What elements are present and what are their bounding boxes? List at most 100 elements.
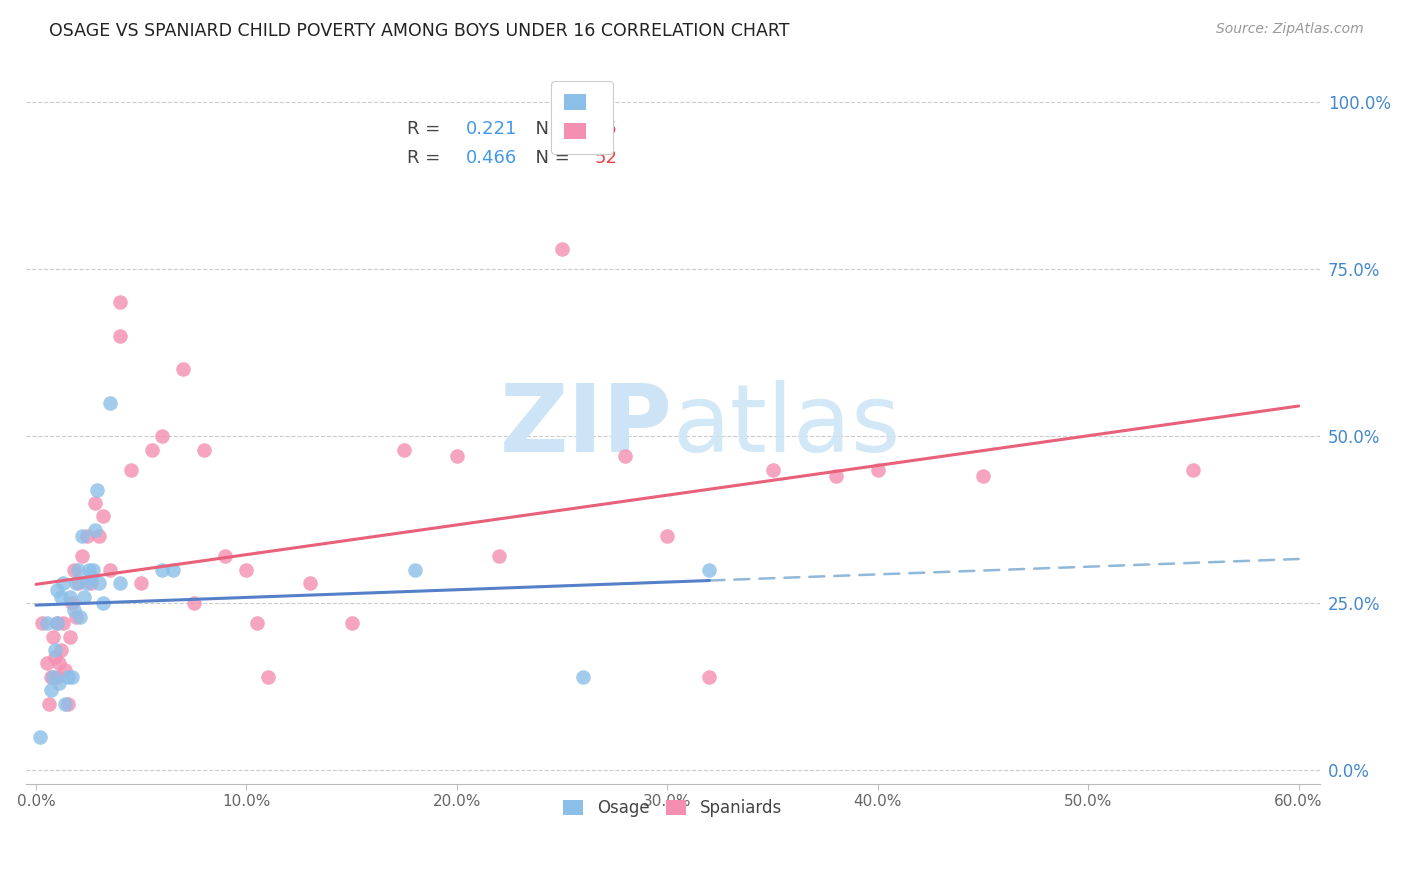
Point xyxy=(72,529,94,543)
Point xyxy=(44,649,66,664)
Point xyxy=(162,563,184,577)
Point xyxy=(80,576,103,591)
Point xyxy=(46,616,69,631)
Text: N =: N = xyxy=(524,149,575,167)
Point xyxy=(56,697,79,711)
Point xyxy=(340,616,363,631)
Point xyxy=(35,657,58,671)
Point xyxy=(63,563,86,577)
Point xyxy=(46,670,69,684)
Point xyxy=(93,596,115,610)
Point xyxy=(65,609,87,624)
Point xyxy=(51,643,73,657)
Point xyxy=(86,483,108,497)
Point xyxy=(93,509,115,524)
Point xyxy=(77,563,100,577)
Point xyxy=(246,616,269,631)
Point xyxy=(89,529,111,543)
Point xyxy=(98,395,121,409)
Point xyxy=(214,549,236,564)
Point xyxy=(446,449,468,463)
Point xyxy=(82,563,104,577)
Point xyxy=(235,563,257,577)
Text: R =: R = xyxy=(408,149,446,167)
Point xyxy=(108,329,131,343)
Point xyxy=(44,643,66,657)
Point xyxy=(98,563,121,577)
Point xyxy=(63,603,86,617)
Point xyxy=(84,496,107,510)
Point xyxy=(80,569,103,583)
Point xyxy=(39,683,62,698)
Point xyxy=(30,730,52,744)
Point xyxy=(89,576,111,591)
Text: atlas: atlas xyxy=(672,380,901,472)
Point xyxy=(56,670,79,684)
Point xyxy=(55,697,77,711)
Point xyxy=(73,590,96,604)
Point xyxy=(699,563,721,577)
Point xyxy=(42,630,65,644)
Point xyxy=(59,630,82,644)
Point xyxy=(39,670,62,684)
Point xyxy=(52,616,75,631)
Point xyxy=(141,442,163,457)
Point xyxy=(150,563,173,577)
Text: ZIP: ZIP xyxy=(499,380,672,472)
Point xyxy=(394,442,416,457)
Point xyxy=(76,576,98,591)
Point xyxy=(51,590,73,604)
Point xyxy=(52,576,75,591)
Text: 0.466: 0.466 xyxy=(465,149,517,167)
Point xyxy=(488,549,510,564)
Point xyxy=(38,697,60,711)
Point xyxy=(67,576,90,591)
Text: Source: ZipAtlas.com: Source: ZipAtlas.com xyxy=(1216,22,1364,37)
Text: OSAGE VS SPANIARD CHILD POVERTY AMONG BOYS UNDER 16 CORRELATION CHART: OSAGE VS SPANIARD CHILD POVERTY AMONG BO… xyxy=(49,22,790,40)
Text: 0.221: 0.221 xyxy=(465,120,517,138)
Point xyxy=(42,670,65,684)
Point xyxy=(72,549,94,564)
Point xyxy=(120,462,142,476)
Point xyxy=(183,596,205,610)
Point xyxy=(48,676,70,690)
Point xyxy=(35,616,58,631)
Point xyxy=(129,576,152,591)
Point xyxy=(60,596,83,610)
Point xyxy=(60,670,83,684)
Point xyxy=(108,576,131,591)
Point xyxy=(824,469,846,483)
Text: R =: R = xyxy=(408,120,446,138)
Point xyxy=(657,529,679,543)
Point xyxy=(761,462,783,476)
Text: 35: 35 xyxy=(595,120,619,138)
Legend: Osage, Spaniards: Osage, Spaniards xyxy=(555,791,790,825)
Point xyxy=(572,670,595,684)
Point xyxy=(55,663,77,677)
Point xyxy=(614,449,637,463)
Point xyxy=(256,670,278,684)
Text: 52: 52 xyxy=(595,149,619,167)
Point xyxy=(67,563,90,577)
Point xyxy=(193,442,215,457)
Point xyxy=(59,590,82,604)
Point xyxy=(298,576,321,591)
Point xyxy=(69,609,91,624)
Point xyxy=(1182,462,1205,476)
Point xyxy=(48,657,70,671)
Point xyxy=(150,429,173,443)
Point xyxy=(699,670,721,684)
Point xyxy=(46,616,69,631)
Point xyxy=(76,529,98,543)
Point xyxy=(31,616,53,631)
Point xyxy=(551,242,574,256)
Point xyxy=(404,563,426,577)
Point xyxy=(866,462,889,476)
Point xyxy=(46,582,69,597)
Point xyxy=(972,469,994,483)
Point xyxy=(65,576,87,591)
Point xyxy=(108,295,131,310)
Point xyxy=(172,362,194,376)
Text: N =: N = xyxy=(524,120,575,138)
Point xyxy=(84,523,107,537)
